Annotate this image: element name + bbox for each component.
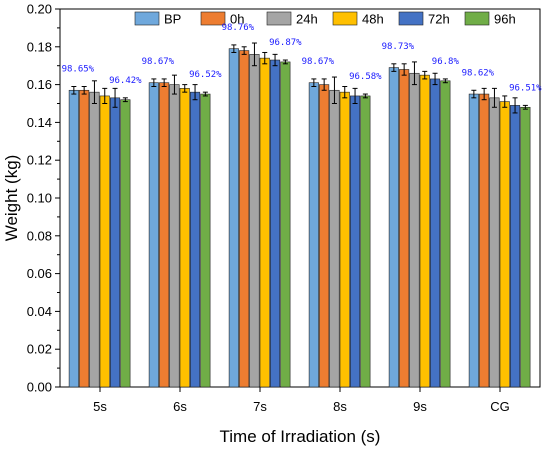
percent-label: 96.42% — [109, 76, 142, 86]
y-tick-label: 0.18 — [27, 39, 52, 54]
bar-96h-6s — [200, 93, 211, 388]
y-tick-label: 0.16 — [27, 77, 52, 92]
bar-96h-8s — [360, 95, 371, 388]
bar-72h-9s — [429, 78, 441, 388]
bar-0h-CG — [479, 93, 490, 388]
bar-48h-5s — [99, 95, 110, 388]
y-tick-label: 0.08 — [27, 228, 52, 243]
bar-48h-6s — [179, 88, 190, 388]
legend-swatch-96h — [464, 11, 490, 26]
bar-24h-6s — [169, 84, 180, 388]
percent-label: 98.76% — [222, 23, 255, 33]
bar-72h-CG — [509, 105, 521, 388]
x-tick-label: 8s — [333, 399, 347, 414]
bar-72h-6s — [190, 91, 201, 388]
bar-96h-CG — [520, 106, 531, 388]
legend-label-72h: 72h — [428, 12, 450, 27]
y-tick-label: 0.20 — [27, 2, 52, 17]
bar-BP-CG — [468, 93, 479, 388]
y-tick-label: 0.14 — [27, 115, 52, 130]
legend-swatch-72h — [398, 11, 424, 26]
bar-BP-8s — [308, 82, 319, 388]
legend-label-48h: 48h — [362, 12, 384, 27]
bar-0h-8s — [319, 84, 330, 388]
x-tick-label: 5s — [93, 399, 107, 414]
legend-swatch-24h — [266, 11, 292, 26]
x-tick-label: 9s — [413, 399, 427, 414]
bar-48h-7s — [259, 57, 270, 388]
y-tick-label: 0.02 — [27, 342, 52, 357]
bar-72h-7s — [269, 59, 281, 388]
bar-96h-7s — [280, 61, 291, 388]
percent-label: 98.73% — [382, 42, 415, 52]
percent-label: 96.8% — [432, 57, 460, 67]
legend-swatch-48h — [332, 11, 358, 26]
bar-96h-5s — [120, 99, 131, 388]
percent-label: 96.51% — [509, 83, 542, 93]
bar-BP-7s — [228, 48, 239, 388]
plot-frame — [59, 8, 541, 388]
bar-24h-5s — [89, 91, 100, 388]
y-tick-label: 0.12 — [27, 153, 52, 168]
percent-label: 96.52% — [189, 70, 222, 80]
bar-BP-9s — [388, 67, 399, 388]
percent-label: 98.67% — [302, 57, 335, 67]
bar-0h-7s — [239, 50, 250, 388]
bar-48h-CG — [499, 101, 510, 388]
bar-BP-6s — [148, 82, 159, 388]
percent-label: 96.58% — [349, 72, 382, 82]
bar-24h-CG — [489, 97, 500, 388]
bar-0h-6s — [159, 82, 170, 388]
y-tick-label: 0.00 — [27, 380, 52, 395]
legend-label-96h: 96h — [494, 12, 516, 27]
legend-swatch-0h — [200, 11, 226, 26]
percent-label: 98.67% — [142, 57, 175, 67]
bar-48h-8s — [339, 91, 350, 388]
x-tick-label: 6s — [173, 399, 187, 414]
x-tick-label: 7s — [253, 399, 267, 414]
y-tick-label: 0.10 — [27, 191, 52, 206]
bar-72h-5s — [110, 97, 121, 388]
x-axis-title: Time of Irradiation (s) — [220, 427, 381, 446]
bar-48h-9s — [419, 74, 430, 388]
legend-label-24h: 24h — [296, 12, 318, 27]
bar-24h-8s — [329, 89, 340, 388]
bar-0h-5s — [79, 89, 90, 388]
bar-72h-8s — [349, 95, 361, 388]
bar-24h-9s — [409, 72, 420, 388]
legend-swatch-BP — [134, 11, 160, 26]
y-tick-label: 0.04 — [27, 304, 52, 319]
y-axis-title: Weight (kg) — [2, 155, 21, 242]
bar-24h-7s — [249, 54, 260, 388]
percent-label: 98.65% — [62, 64, 95, 74]
y-tick-label: 0.06 — [27, 266, 52, 281]
x-tick-label: CG — [490, 399, 510, 414]
percent-label: 98.62% — [462, 68, 495, 78]
bar-BP-5s — [68, 89, 79, 388]
legend-label-BP: BP — [164, 12, 181, 27]
bar-96h-9s — [440, 80, 451, 388]
legend-label-0h: 0h — [230, 12, 244, 27]
bar-0h-9s — [399, 69, 410, 388]
percent-label: 96.87% — [269, 38, 302, 48]
